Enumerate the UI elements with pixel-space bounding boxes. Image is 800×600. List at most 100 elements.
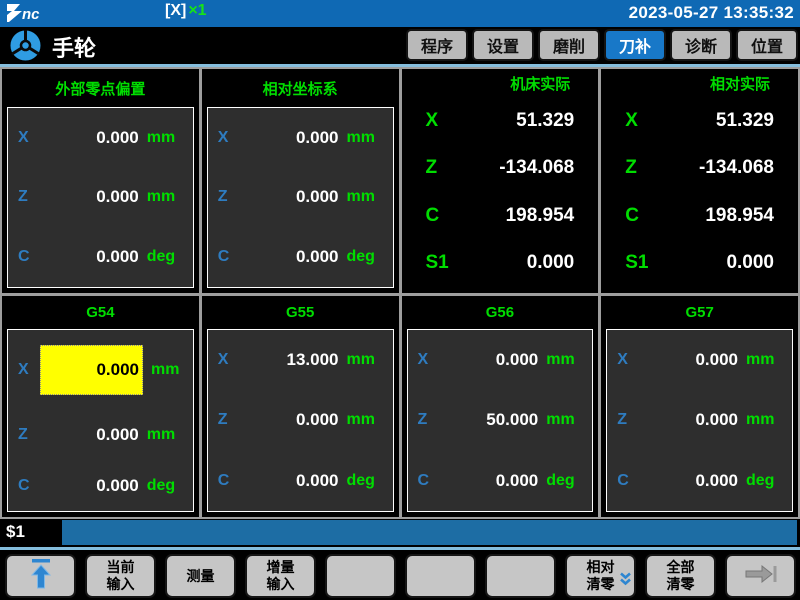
offset-cell[interactable]: 0.000 (295, 470, 339, 490)
axis-label: Z (18, 426, 28, 444)
axis-value: 0.000 (96, 127, 139, 147)
coordinate-panels-grid: 外部零点偏置 X 0.000 mm Z 0.000 mm C 0.000 deg… (0, 67, 800, 519)
datetime-display: 2023-05-27 13:35:32 (628, 3, 794, 22)
softkey-label: 清零 (666, 576, 695, 592)
tab-grinding[interactable]: 磨削 (538, 29, 600, 61)
softkey-label: 输入 (106, 576, 135, 592)
axis-value: -134.068 (499, 157, 575, 179)
axis-unit: deg (746, 471, 775, 489)
axis-label: Z (417, 411, 428, 429)
value-rows: X 51.329 Z -134.068 C 198.954 S1 0.000 (601, 97, 798, 293)
axis-label: Z (617, 411, 628, 429)
axis-row: X 0.000 mm (8, 128, 193, 148)
axis-row: C 0.000 deg (8, 247, 193, 267)
offset-cell[interactable]: 0.000 (295, 410, 339, 430)
axis-row: X 0.000 mm (8, 345, 193, 396)
panel-g54: G54 X 0.000 mm Z 0.000 mm C 0.000 deg (2, 296, 199, 517)
value-box: X 13.000 mm Z 0.000 mm C 0.000 deg (206, 329, 394, 512)
panel-title: G54 (86, 304, 115, 321)
softkey-relative-clear[interactable]: 相对 清零 (565, 554, 636, 598)
value-box: X 0.000 mm Z 0.000 mm C 0.000 deg (7, 329, 194, 512)
softkey-return-top[interactable] (5, 554, 76, 598)
axis-label: X (425, 109, 439, 131)
panel-g57: G57 X 0.000 mm Z 0.000 mm C 0.000 deg (601, 296, 798, 517)
axis-unit: mm (346, 411, 375, 429)
offset-cell[interactable]: 0.000 (495, 470, 539, 490)
panel-title: G56 (485, 304, 515, 321)
axis-unit: mm (346, 128, 375, 146)
offset-cell[interactable]: 0.000 (96, 475, 139, 495)
svg-text:nc: nc (22, 6, 40, 23)
tab-position[interactable]: 位置 (736, 29, 798, 61)
tab-settings[interactable]: 设置 (472, 29, 534, 61)
value-box: X 0.000 mm Z 0.000 mm C 0.000 deg (606, 329, 793, 512)
channel-label: $1 (6, 522, 25, 541)
axis-row: Z 0.000 mm (8, 425, 193, 445)
offset-cell[interactable]: 0.000 (695, 470, 738, 490)
axis-row: Z 0.000 mm (208, 410, 393, 430)
panel-external-zero-offset: 外部零点偏置 X 0.000 mm Z 0.000 mm C 0.000 deg (2, 69, 199, 293)
axis-row: C 0.000 deg (8, 476, 193, 496)
axis-row: C 0.000 deg (607, 471, 792, 491)
softkey-blank-2[interactable] (405, 554, 476, 598)
tab-tool-compensation[interactable]: 刀补 (604, 29, 666, 61)
softkey-current-input[interactable]: 当前 输入 (85, 554, 156, 598)
header-bar: 手轮 程序 设置 磨削 刀补 诊断 位置 (0, 27, 800, 64)
axis-value: 0.000 (295, 127, 339, 147)
softkey-label: 增量 (266, 559, 295, 575)
axis-row: Z 0.000 mm (8, 187, 193, 207)
handwheel-icon (8, 28, 43, 68)
offset-cell[interactable]: 50.000 (486, 410, 539, 430)
next-page-icon (743, 562, 779, 590)
page-title: 手轮 (52, 36, 97, 61)
softkey-separator (0, 547, 800, 550)
axis-row: X 13.000 mm (208, 350, 393, 370)
tab-bar: 程序 设置 磨削 刀补 诊断 位置 (406, 29, 798, 61)
axis-unit: deg (146, 476, 176, 494)
softkey-incremental-input[interactable]: 增量 输入 (245, 554, 316, 598)
axis-label: C (417, 471, 430, 489)
panel-g55: G55 X 13.000 mm Z 0.000 mm C 0.000 deg (201, 296, 399, 517)
softkey-next-page[interactable] (725, 554, 796, 598)
tab-diagnosis[interactable]: 诊断 (670, 29, 732, 61)
panel-relative-actual: 相对实际 X 51.329 Z -134.068 C 198.954 S1 0.… (601, 69, 798, 293)
axis-unit: deg (346, 248, 375, 266)
axis-unit: mm (746, 351, 775, 369)
axis-row: X 51.329 (402, 110, 599, 132)
header-separator (0, 64, 800, 67)
axis-value: 0.000 (295, 187, 339, 207)
command-input-bar[interactable] (62, 520, 797, 545)
axis-value: 0.000 (526, 252, 575, 274)
softkey-clear-all[interactable]: 全部 清零 (645, 554, 716, 598)
axis-unit: deg (146, 248, 176, 266)
axis-row: S1 0.000 (402, 252, 599, 274)
axis-unit: deg (546, 471, 575, 489)
softkey-blank-3[interactable] (485, 554, 556, 598)
axis-label: C (617, 471, 629, 489)
offset-cell[interactable]: 0.000 (96, 425, 139, 445)
softkey-measure[interactable]: 测量 (165, 554, 236, 598)
axis-label: X (217, 128, 229, 146)
selected-offset-cell[interactable]: 0.000 (40, 345, 143, 396)
axis-label: X (217, 351, 229, 369)
axis-row: Z -134.068 (601, 157, 798, 179)
axis-unit: deg (346, 471, 375, 489)
offset-cell[interactable]: 0.000 (695, 350, 738, 370)
tab-program[interactable]: 程序 (406, 29, 468, 61)
axis-label: Z (425, 157, 438, 179)
axis-label: X (617, 351, 628, 369)
axis-value: 0.000 (96, 247, 139, 267)
softkey-label: 清零 (586, 576, 615, 592)
axis-label: C (18, 476, 30, 494)
offset-cell[interactable]: 0.000 (695, 410, 738, 430)
softkey-label: 输入 (266, 576, 295, 592)
offset-cell[interactable]: 13.000 (286, 350, 339, 370)
panel-title: G57 (685, 304, 714, 321)
axis-row: Z 0.000 mm (607, 410, 792, 430)
axis-row: X 0.000 mm (607, 350, 792, 370)
panel-title: 相对实际 (709, 75, 770, 93)
offset-cell[interactable]: 0.000 (495, 350, 539, 370)
axis-row: C 198.954 (601, 205, 798, 227)
value-box: X 0.000 mm Z 0.000 mm C 0.000 deg (206, 107, 394, 288)
softkey-blank-1[interactable] (325, 554, 396, 598)
